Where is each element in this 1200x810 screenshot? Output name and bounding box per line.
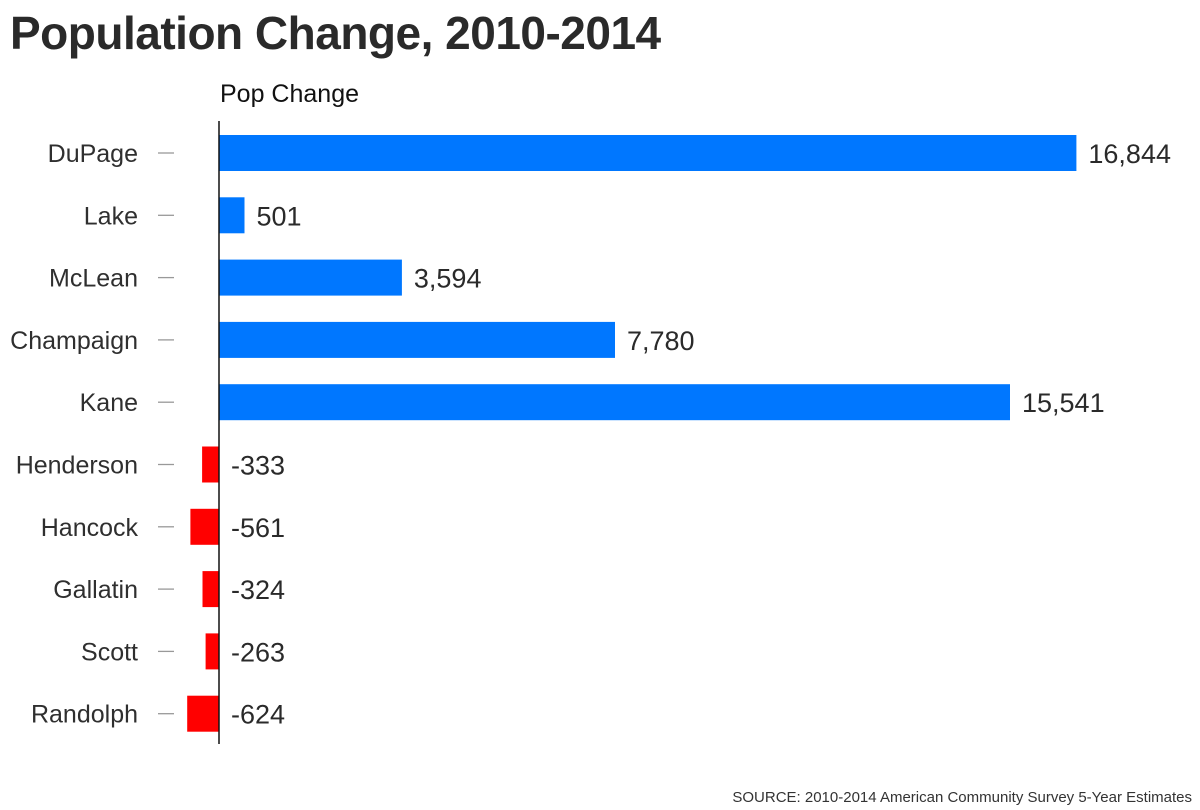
value-label: 15,541	[1022, 388, 1105, 418]
value-label: -624	[231, 700, 285, 730]
bar-henderson	[202, 446, 219, 483]
bar-champaign	[219, 321, 615, 358]
value-label: -561	[231, 513, 285, 543]
category-label: Gallatin	[53, 576, 138, 604]
source-note: SOURCE: 2010-2014 American Community Sur…	[732, 789, 1192, 806]
value-label: 501	[257, 201, 302, 231]
value-label: 16,844	[1088, 139, 1171, 169]
category-label: Henderson	[16, 452, 138, 480]
category-label: DuPage	[48, 140, 138, 168]
bar-hancock	[190, 508, 219, 545]
bar-lake	[219, 197, 245, 234]
category-label: Kane	[80, 389, 138, 417]
category-label: Randolph	[31, 701, 138, 729]
category-label: Champaign	[10, 327, 138, 355]
value-label: 3,594	[414, 264, 482, 294]
bar-scott	[205, 633, 219, 670]
value-label: 7,780	[627, 326, 695, 356]
value-label: -263	[231, 637, 285, 667]
bar-gallatin	[202, 571, 219, 608]
bar-kane	[219, 384, 1010, 421]
chart-title: Population Change, 2010-2014	[10, 7, 661, 59]
category-label: Hancock	[41, 514, 139, 542]
category-label: Lake	[84, 202, 138, 230]
bar-mclean	[219, 259, 402, 296]
category-label: McLean	[49, 265, 138, 293]
value-label: -333	[231, 451, 285, 481]
category-label: Scott	[81, 638, 138, 666]
value-label: -324	[231, 575, 285, 605]
series-label: Pop Change	[220, 80, 359, 108]
bar-dupage	[219, 135, 1077, 171]
bar-randolph	[187, 695, 219, 732]
plot-area: Pop Change DuPage 16,844 Lake 501 McLean 3,594…	[10, 80, 1171, 744]
